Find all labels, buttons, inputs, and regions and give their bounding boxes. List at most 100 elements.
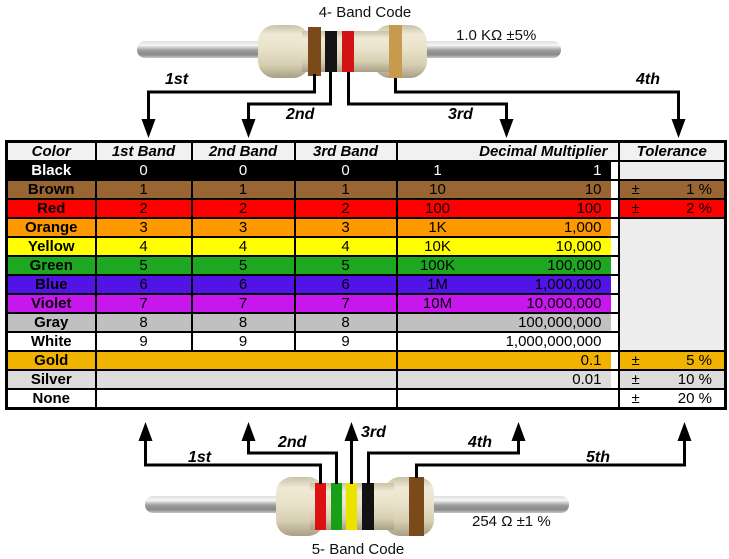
band2-cell: 9 (190, 331, 296, 352)
band2-cell: 0 (190, 160, 296, 181)
table-row-none: None ±20 % (5, 388, 727, 410)
multiplier-cell: 1,000,000,000 (395, 331, 620, 352)
table-row-gold: Gold 0.1 ±5 % (5, 350, 727, 371)
multiplier-value: 0.1 (580, 352, 602, 369)
band2-cell: 3 (190, 217, 296, 238)
bottom-arrow-4th (367, 439, 520, 484)
header-tolerance: Tolerance (617, 140, 727, 162)
band2-cell: 5 (190, 255, 296, 276)
band2-cell: 7 (190, 293, 296, 314)
table-row-blue: Blue 6 6 6 1M 1,000,000 (5, 274, 726, 295)
top-arrow-label-1st: 1st (165, 71, 189, 88)
tolerance-value: 20 % (677, 390, 712, 407)
bottom-resistor-band-yellow (346, 483, 357, 530)
top-arrowhead-1st (141, 119, 156, 138)
color-name-cell: Silver (5, 369, 97, 390)
header-decimal-multiplier: Decimal Multiplier (395, 140, 620, 162)
multiplier-abbrev: 1K (428, 219, 447, 236)
multiplier-value: 100 (576, 200, 602, 217)
bottom-arrow-1st (144, 439, 322, 484)
color-name-cell: Yellow (5, 236, 97, 257)
color-name-cell: Violet (5, 293, 97, 314)
multiplier-cell: 1M 1,000,000 (395, 274, 620, 295)
top-resistor-band-red (342, 31, 354, 72)
band3-cell: 0 (293, 160, 398, 181)
top-arrow-label-2nd: 2nd (286, 106, 315, 123)
table-row-green: Green 5 5 5 100K 100,000 (5, 255, 726, 276)
band2-cell: 4 (190, 236, 296, 257)
multiplier-cell: 100,000,000 (395, 312, 620, 333)
tolerance-cell (617, 160, 727, 181)
band1-cell: 3 (94, 217, 193, 238)
band2-cell: 2 (190, 198, 296, 219)
table-row-yellow: Yellow 4 4 4 10K 10,000 (5, 236, 726, 257)
color-name-cell: Green (5, 255, 97, 276)
band1-cell: 5 (94, 255, 193, 276)
tolerance-value: 2 % (686, 200, 712, 217)
color-name-cell: Gold (5, 350, 97, 371)
color-name-cell: White (5, 331, 97, 352)
top-resistor-left-cap (258, 25, 310, 78)
tolerance-sign: ± (631, 352, 640, 369)
band3-cell: 2 (293, 198, 398, 219)
top-arrow-4th (394, 78, 680, 121)
band1-cell: 6 (94, 274, 193, 295)
tolerance-sign: ± (631, 181, 640, 198)
table-row-orange: Orange 3 3 3 1K 1,000 (5, 217, 727, 352)
multiplier-cell: 0.01 (395, 369, 620, 390)
tolerance-value: 1 % (686, 181, 712, 198)
tolerance-cell: ±1 % (617, 179, 727, 200)
color-code-table: Color 1st Band 2nd Band 3rd Band Decimal… (5, 140, 727, 410)
top-arrowhead-4th (671, 119, 686, 138)
tolerance-cell: ±10 % (617, 369, 727, 390)
multiplier-cell: 0.1 (395, 350, 620, 371)
bottom-resistor-band-black (362, 483, 374, 530)
color-name-cell: Orange (5, 217, 97, 238)
color-name-cell: Brown (5, 179, 97, 200)
multiplier-cell: 10M 10,000,000 (395, 293, 620, 314)
tolerance-value: 5 % (686, 352, 712, 369)
band1-cell: 7 (94, 293, 193, 314)
top-resistor-value: 1.0 KΩ ±5% (456, 27, 537, 44)
table-row-brown: Brown 1 1 1 10 10 ±1 % (5, 179, 727, 200)
merged-band-cell (94, 350, 398, 371)
multiplier-value: 100,000 (547, 257, 602, 274)
multiplier-cell: 10 10 (395, 179, 620, 200)
table-row-white: White 9 9 9 1,000,000,000 (5, 331, 726, 352)
bottom-arrow-label-1st: 1st (188, 449, 212, 466)
header-1st-band: 1st Band (94, 140, 193, 162)
multiplier-abbrev: 10K (424, 238, 451, 255)
merged-band-cell (94, 388, 398, 410)
band3-cell: 1 (293, 179, 398, 200)
tolerance-sign: ± (631, 371, 640, 388)
tolerance-value: 10 % (677, 371, 712, 388)
table-row-violet: Violet 7 7 7 10M 10,000,000 (5, 293, 726, 314)
bottom-arrowhead-4th (511, 422, 526, 441)
multiplier-cell: 100 100 (395, 198, 620, 219)
band3-cell: 9 (293, 331, 398, 352)
top-arrowheads (141, 119, 686, 138)
bottom-resistor-band-brown (409, 477, 424, 536)
multiplier-value: 0.01 (572, 371, 602, 388)
top-resistor-band-gold (389, 25, 402, 78)
top-arrow-3rd (347, 72, 508, 121)
bottom-resistor-value: 254 Ω ±1 % (472, 513, 551, 530)
merged-band-cell (94, 369, 398, 390)
multiplier-value: 10 (584, 181, 602, 198)
band1-cell: 1 (94, 179, 193, 200)
bottom-arrowhead-1st (138, 422, 153, 441)
bottom-arrow-label-5th: 5th (586, 449, 610, 466)
color-name-cell: Gray (5, 312, 97, 333)
bottom-resistor-band-green (331, 483, 342, 530)
multiplier-cell: 1K 1,000 (395, 217, 620, 238)
tolerance-cell: ±20 % (617, 388, 727, 410)
band2-cell: 8 (190, 312, 296, 333)
header-row: Color 1st Band 2nd Band 3rd Band Decimal… (5, 140, 727, 162)
bottom-arrowheads (138, 422, 692, 441)
tolerance-sign: ± (631, 390, 640, 407)
multiplier-cell (395, 388, 620, 410)
top-arrowhead-3rd (499, 119, 514, 138)
multiplier-cell: 100K 100,000 (395, 255, 620, 276)
top-arrow-label-3rd: 3rd (448, 106, 473, 123)
